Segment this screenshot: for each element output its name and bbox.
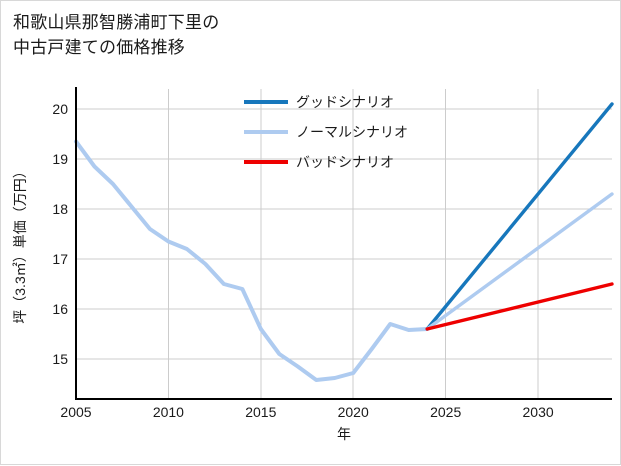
y-tick-label: 18 [52, 201, 68, 217]
series-line-グッドシナリオ [425, 102, 614, 331]
series-lines [74, 102, 614, 382]
x-tick-label: 2020 [338, 404, 369, 420]
x-tick-label: 2010 [153, 404, 184, 420]
y-tick-label: 20 [52, 101, 68, 117]
y-tick-label: 17 [52, 251, 68, 267]
y-tick-label: 15 [52, 351, 68, 367]
series-line-ノーマルシナリオ [425, 192, 614, 331]
series-line-バッドシナリオ [425, 282, 614, 331]
legend-label-ノーマルシナリオ: ノーマルシナリオ [296, 124, 408, 140]
y-axis-title: 坪（3.3㎡）単価（万円） [12, 164, 28, 323]
y-axis-tick-labels: 15 16 17 18 19 20 [52, 101, 68, 367]
series-line-実績 [74, 139, 430, 382]
x-axis-tick-labels: 2005 2010 2015 2020 2025 2030 [60, 404, 553, 420]
chart-title: 和歌山県那智勝浦町下里の 中古戸建ての価格推移 [13, 13, 220, 57]
axis-lines [74, 87, 612, 401]
y-tick-label: 16 [52, 301, 68, 317]
axis-titles: 年 坪（3.3㎡）単価（万円） [12, 164, 351, 442]
x-tick-label: 2025 [430, 404, 461, 420]
x-tick-label: 2005 [60, 404, 91, 420]
legend-label-バッドシナリオ: バッドシナリオ [296, 154, 394, 170]
x-axis-title: 年 [337, 426, 351, 442]
x-tick-label: 2030 [523, 404, 554, 420]
x-tick-label: 2015 [245, 404, 276, 420]
y-tick-label: 19 [52, 151, 68, 167]
legend-label-グッドシナリオ: グッドシナリオ [296, 94, 394, 110]
